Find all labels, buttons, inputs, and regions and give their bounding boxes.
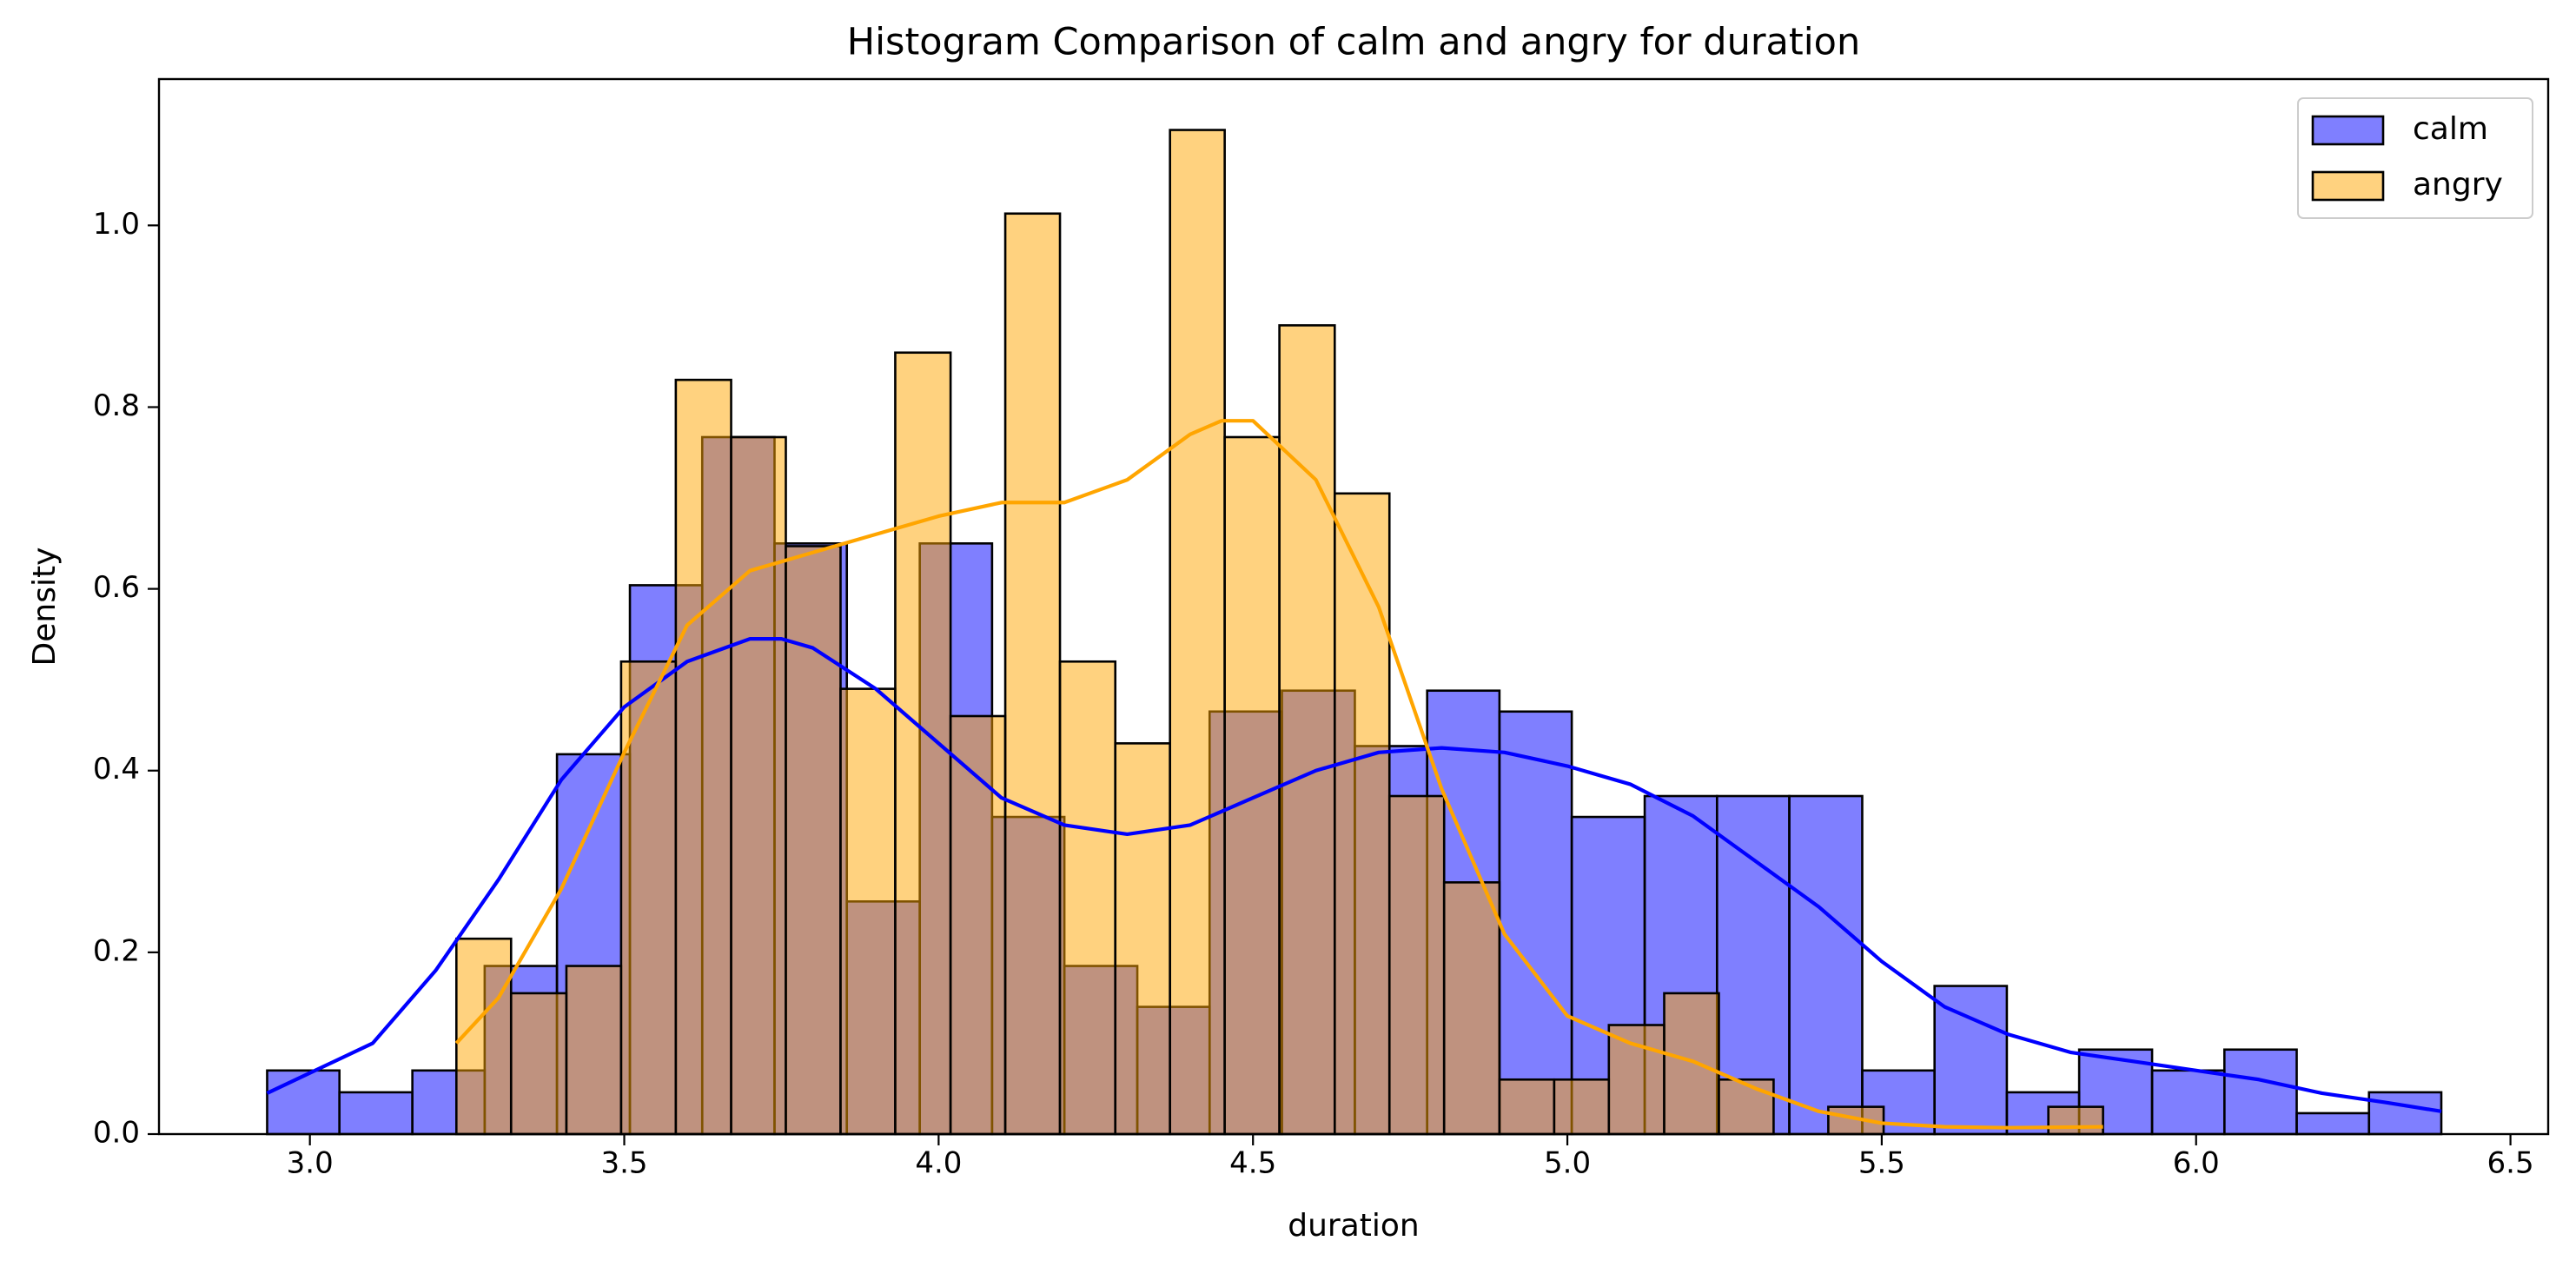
y-tick-label: 0.8 [93,388,140,423]
histogram-bar [1003,212,1062,1136]
x-tick-label: 4.5 [1229,1146,1276,1181]
histogram-bar [1114,742,1171,1136]
histogram-bar [1498,1078,1556,1136]
x-tick-label: 5.0 [1544,1146,1591,1181]
kde-line [266,637,2442,1113]
y-tick-label: 1.0 [93,207,140,242]
histogram-bar [2223,1048,2298,1136]
histogram-bar [2367,1091,2443,1136]
histogram-bar [455,937,513,1136]
x-tick-label: 3.5 [600,1146,647,1181]
histogram-bar [1718,1078,1775,1136]
histogram-bar [1223,435,1281,1136]
x-axis-label: duration [1288,1208,1420,1244]
legend-label: angry [2413,167,2503,202]
x-tick-label: 6.5 [2487,1146,2534,1181]
histogram-bar [338,1091,414,1136]
legend-swatch [2311,170,2385,202]
axes-frame [157,77,2550,1136]
histogram-bar [2047,1105,2104,1136]
kde-line [454,419,2103,1130]
x-tick-label: 3.0 [287,1146,334,1181]
histogram-bar [730,435,787,1136]
chart-title: Histogram Comparison of calm and angry f… [847,21,1860,64]
x-tick-label: 5.5 [1858,1146,1905,1181]
histogram-bar [1663,992,1720,1136]
histogram-bar [894,351,952,1136]
legend-label: calm [2413,111,2488,147]
y-tick-label: 0.6 [93,570,140,605]
histogram-bar [674,378,732,1136]
y-tick-label: 0.0 [93,1116,140,1151]
legend: calm angry [2297,97,2533,219]
histogram-bar [1333,492,1391,1136]
legend-swatch [2311,115,2385,146]
plot-area [266,129,2443,1136]
histogram-bar [1058,660,1117,1136]
histogram-bar [1788,794,1864,1136]
y-axis-label: Density [27,547,63,667]
histogram-bar [1278,324,1336,1136]
x-tick-label: 6.0 [2173,1146,2220,1181]
histogram-bar [1933,985,2009,1136]
histogram-bar [509,992,568,1136]
x-tick-label: 4.0 [915,1146,962,1181]
histogram-bar [266,1069,341,1136]
histogram-bar [1387,794,1446,1136]
histogram-bar [2150,1069,2226,1136]
histogram-bar [839,687,897,1136]
histogram-bar [785,545,842,1136]
histogram-bar [619,660,678,1136]
histogram-bar [1553,1078,1611,1136]
y-tick-label: 0.4 [93,752,140,786]
histogram-bar [1169,129,1226,1136]
histogram-bar [2295,1111,2371,1136]
histogram-bar [1442,881,1501,1136]
y-tick-label: 0.2 [93,933,140,968]
histogram-bar [1498,710,1573,1136]
histogram-bar [565,965,623,1136]
histogram-bar [1607,1024,1665,1136]
